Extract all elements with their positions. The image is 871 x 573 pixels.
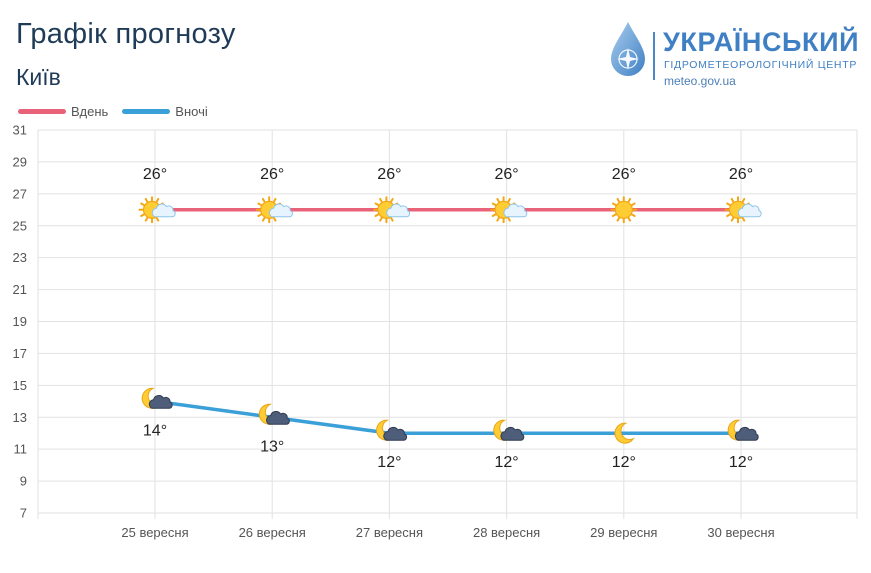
x-tick-label: 28 вересня bbox=[473, 525, 540, 540]
moon-cloud-icon bbox=[493, 419, 525, 441]
chart-legend: Вдень Вночі bbox=[18, 104, 222, 119]
legend-label-day: Вдень bbox=[71, 104, 109, 119]
legend-item-day[interactable]: Вдень bbox=[18, 104, 108, 119]
y-tick-label: 17 bbox=[13, 346, 27, 361]
day-temp-label: 26° bbox=[612, 166, 636, 183]
y-tick-label: 21 bbox=[13, 282, 27, 297]
moon-cloud-icon bbox=[258, 403, 290, 425]
day-temp-label: 26° bbox=[260, 166, 284, 183]
x-tick-label: 26 вересня bbox=[239, 525, 306, 540]
sun-cloud-icon bbox=[724, 196, 762, 224]
legend-item-night[interactable]: Вночі bbox=[122, 104, 208, 119]
page-title: Графік прогнозу bbox=[16, 18, 236, 50]
x-tick-label: 29 вересня bbox=[590, 525, 657, 540]
moon-cloud-icon bbox=[141, 387, 173, 409]
logo-name: УКРАЇНСЬКИЙ bbox=[663, 27, 860, 57]
sun-cloud-icon bbox=[255, 196, 293, 224]
legend-swatch-night bbox=[122, 109, 171, 114]
logo-org: ГІДРОМЕТЕОРОЛОГІЧНИЙ ЦЕНТР bbox=[664, 59, 858, 71]
y-tick-label: 23 bbox=[13, 250, 27, 265]
night-temp-label: 12° bbox=[729, 454, 753, 471]
logo[interactable]: УКРАЇНСЬКИЙ ГІДРОМЕТЕОРОЛОГІЧНИЙ ЦЕНТР m… bbox=[608, 20, 860, 90]
logo-url[interactable]: meteo.gov.ua bbox=[664, 74, 736, 88]
moon-cloud-icon bbox=[376, 419, 408, 441]
y-tick-label: 31 bbox=[13, 123, 27, 138]
night-temp-label: 12° bbox=[494, 454, 518, 471]
y-tick-label: 29 bbox=[13, 154, 27, 169]
legend-label-night: Вночі bbox=[175, 104, 208, 119]
x-tick-label: 27 вересня bbox=[356, 525, 423, 540]
water-drop-logo-icon bbox=[611, 22, 645, 76]
day-temp-label: 26° bbox=[729, 166, 753, 183]
night-temp-label: 13° bbox=[260, 438, 284, 455]
sun-icon bbox=[610, 196, 638, 224]
y-tick-label: 19 bbox=[13, 314, 27, 329]
night-temp-label: 12° bbox=[612, 454, 636, 471]
x-tick-label: 25 вересня bbox=[121, 525, 188, 540]
y-tick-label: 11 bbox=[14, 442, 28, 457]
moon-cloud-icon bbox=[727, 419, 759, 441]
day-temp-label: 26° bbox=[494, 166, 518, 183]
logo-divider bbox=[653, 32, 655, 80]
y-tick-label: 7 bbox=[20, 506, 27, 521]
night-temp-label: 14° bbox=[143, 422, 167, 439]
x-tick-label: 30 вересня bbox=[707, 525, 774, 540]
y-tick-label: 15 bbox=[13, 378, 27, 393]
moon-icon bbox=[614, 422, 635, 444]
legend-swatch-day bbox=[18, 109, 66, 114]
y-tick-label: 13 bbox=[13, 410, 27, 425]
day-temp-label: 26° bbox=[377, 166, 401, 183]
sun-cloud-icon bbox=[138, 196, 176, 224]
city-name: Київ bbox=[16, 64, 61, 90]
night-temp-label: 12° bbox=[377, 454, 401, 471]
sun-cloud-icon bbox=[372, 196, 411, 224]
night-series-line bbox=[154, 399, 741, 435]
y-tick-label: 25 bbox=[13, 218, 27, 233]
y-tick-label: 27 bbox=[13, 186, 27, 201]
sun-cloud-icon bbox=[490, 196, 528, 224]
y-tick-label: 9 bbox=[20, 474, 27, 489]
day-temp-label: 26° bbox=[143, 166, 167, 183]
